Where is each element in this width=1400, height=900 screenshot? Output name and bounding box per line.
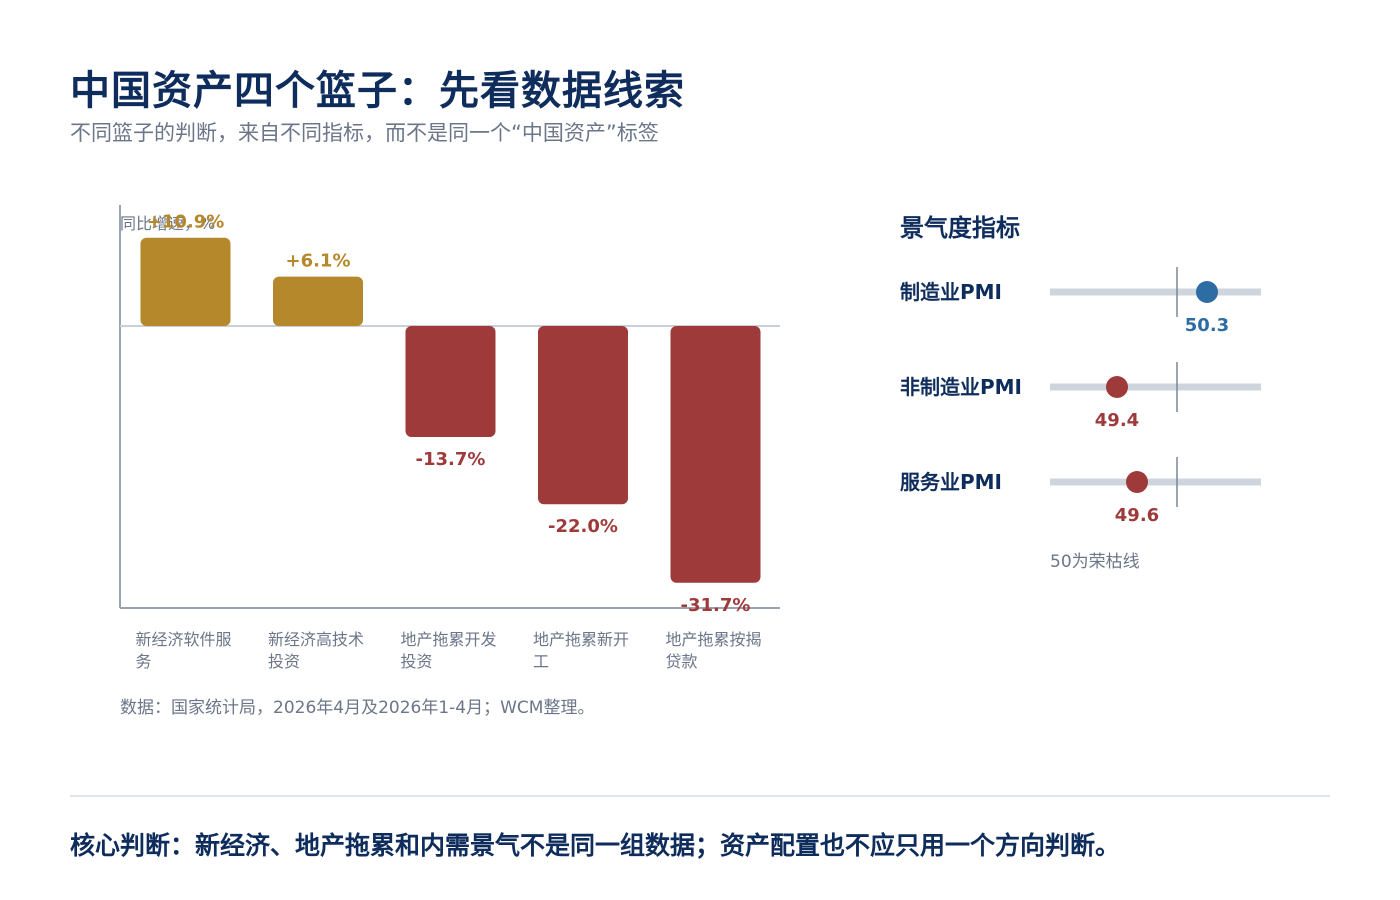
pmi-dot	[1196, 281, 1218, 303]
category-tick-label: 投资	[401, 652, 433, 671]
category-tick-label: 务	[136, 652, 152, 671]
bar	[405, 326, 496, 437]
pmi-dot-chart: 制造业PMI 50.3 非制造业PMI 49.4 服务业PMI 49.6 50为荣枯线	[900, 267, 1261, 572]
bar-data-label: -31.7%	[681, 595, 751, 616]
data-source-note: 数据：国家统计局，2026年4月及2026年1-4月；WCM整理。	[120, 698, 595, 718]
bar	[538, 326, 628, 505]
pmi-label: 服务业PMI	[900, 470, 1002, 494]
bar-data-label: +10.9%	[147, 212, 225, 233]
page-title: 中国资产四个篮子：先看数据线索	[70, 68, 685, 114]
category-tick-label: 投资	[268, 652, 300, 671]
category-tick-label: 工	[533, 652, 549, 671]
pmi-dot	[1106, 376, 1128, 398]
pmi-panel-title: 景气度指标	[900, 214, 1020, 242]
pmi-value-label: 50.3	[1185, 315, 1229, 336]
category-tick-label: 新经济高技术	[268, 630, 364, 649]
pmi-threshold-note: 50为荣枯线	[1050, 552, 1140, 572]
bar	[140, 237, 231, 326]
bar	[670, 326, 761, 583]
yoy-growth-bar-chart: 同比增速，%+10.9%新经济软件服务+6.1%新经济高技术投资-13.7%地产…	[119, 205, 780, 671]
pmi-label: 非制造业PMI	[900, 375, 1022, 399]
category-tick-label: 地产拖累开发	[401, 630, 497, 649]
category-tick-label: 地产拖累按揭	[666, 630, 762, 649]
bar	[273, 276, 363, 326]
y-axis-label: 同比增速，%	[120, 214, 215, 233]
category-tick-label: 新经济软件服	[136, 630, 232, 649]
category-tick-label: 地产拖累新开	[533, 630, 629, 649]
page-subtitle: 不同篮子的判断，来自不同指标，而不是同一个“中国资产”标签	[70, 121, 659, 145]
pmi-value-label: 49.6	[1115, 505, 1159, 526]
pmi-value-label: 49.4	[1095, 410, 1139, 431]
pmi-dot	[1126, 471, 1148, 493]
bar-data-label: -13.7%	[416, 449, 486, 470]
bar-data-label: -22.0%	[548, 516, 618, 537]
bar-data-label: +6.1%	[285, 251, 350, 272]
section-divider	[70, 795, 1330, 797]
pmi-label: 制造业PMI	[900, 280, 1002, 304]
core-conclusion: 核心判断：新经济、地产拖累和内需景气不是同一组数据；资产配置也不应只用一个方向判…	[70, 831, 1121, 860]
category-tick-label: 贷款	[666, 652, 698, 671]
